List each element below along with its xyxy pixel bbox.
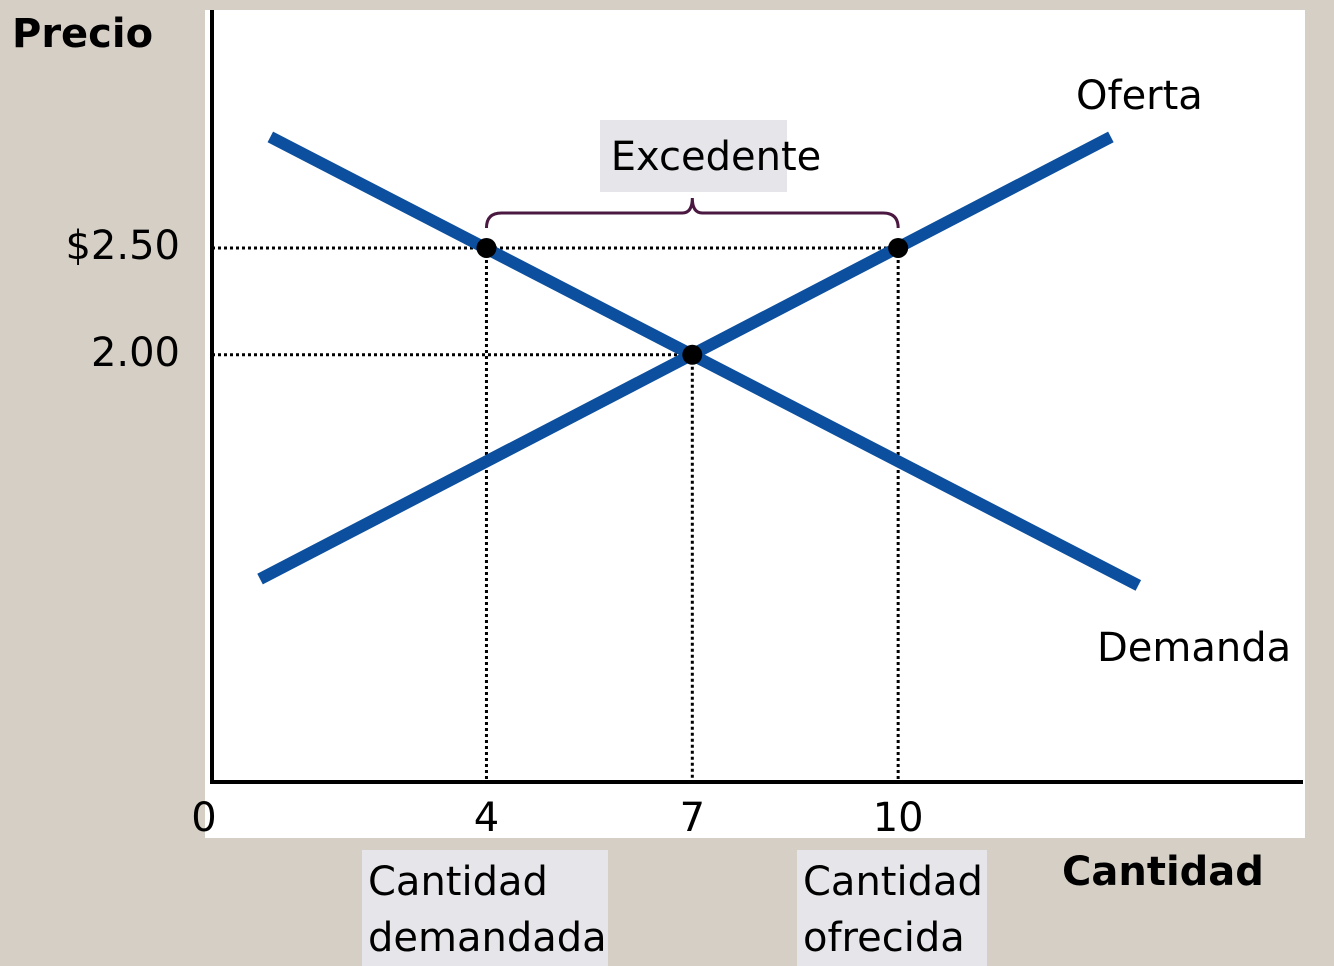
annotation: Cantidad ofrecida: [803, 859, 983, 961]
y-axis-label: Precio: [12, 11, 153, 57]
y-tick-label: 2.00: [91, 330, 180, 376]
x-tick-label: 7: [680, 795, 705, 841]
series-line: [267, 131, 1142, 591]
series-label: Oferta: [1076, 73, 1203, 119]
label-box: [362, 850, 608, 966]
brace: [484, 197, 900, 229]
point: [476, 237, 497, 258]
point: [682, 344, 703, 365]
label-box: [797, 850, 987, 966]
series-label: Demanda: [1097, 625, 1291, 671]
annotation-line: Cantidad: [368, 859, 548, 905]
annotation: Excedente: [611, 134, 822, 180]
annotation-line: demandada: [368, 915, 607, 961]
x-tick-label: 4: [474, 795, 499, 841]
x-axis-label: Cantidad: [1062, 849, 1264, 895]
x-tick-label: 0: [191, 795, 216, 841]
annotation-line: Cantidad: [803, 859, 983, 905]
point: [888, 237, 909, 258]
annotation: Cantidad demandada: [368, 859, 607, 961]
x-tick-label: 10: [873, 795, 924, 841]
label-box: [600, 120, 787, 192]
y-tick-label: $2.50: [65, 223, 180, 269]
annotation-line: ofrecida: [803, 915, 965, 961]
